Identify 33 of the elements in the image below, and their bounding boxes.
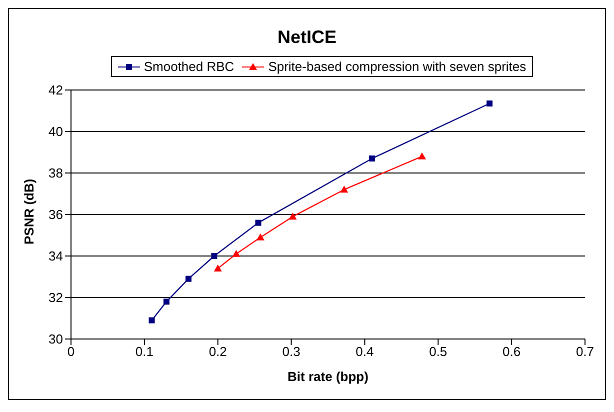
x-tick-label: 0.2 (208, 344, 227, 360)
point (418, 152, 426, 160)
y-tick-label: 40 (48, 124, 63, 140)
point (255, 220, 262, 226)
x-tick-label: 0.7 (576, 344, 594, 360)
y-axis-title: PSNR (dB) (22, 178, 37, 244)
point (214, 264, 222, 272)
x-tick-label: 0.1 (135, 344, 154, 360)
y-tick-label: 30 (48, 332, 63, 347)
y-tick-label: 34 (48, 248, 63, 264)
legend-label: Sprite-based compression with seven sprites (267, 59, 526, 74)
point (256, 233, 264, 240)
point (211, 253, 218, 259)
y-tick-label: 32 (48, 290, 63, 306)
point (148, 317, 155, 324)
x-axis-title: Bit rate (bpp) (288, 369, 368, 384)
point (340, 186, 348, 193)
point (369, 155, 376, 162)
point (486, 100, 493, 106)
point (163, 298, 170, 305)
x-tick-label: 0.4 (356, 344, 374, 360)
x-tick-label: 0.6 (502, 344, 521, 360)
point (185, 276, 192, 282)
x-tick-label: 0.3 (282, 344, 300, 360)
x-tick-label: 0.5 (429, 344, 448, 360)
y-tick-label: 38 (48, 166, 63, 181)
legend-label: Smoothed RBC (142, 59, 234, 74)
point (232, 250, 240, 257)
point (288, 212, 297, 220)
y-tick-label: 42 (48, 82, 63, 98)
y-tick-label: 36 (48, 207, 63, 222)
x-tick-label: 0 (67, 344, 75, 360)
chart-title: NetICE (276, 27, 338, 48)
